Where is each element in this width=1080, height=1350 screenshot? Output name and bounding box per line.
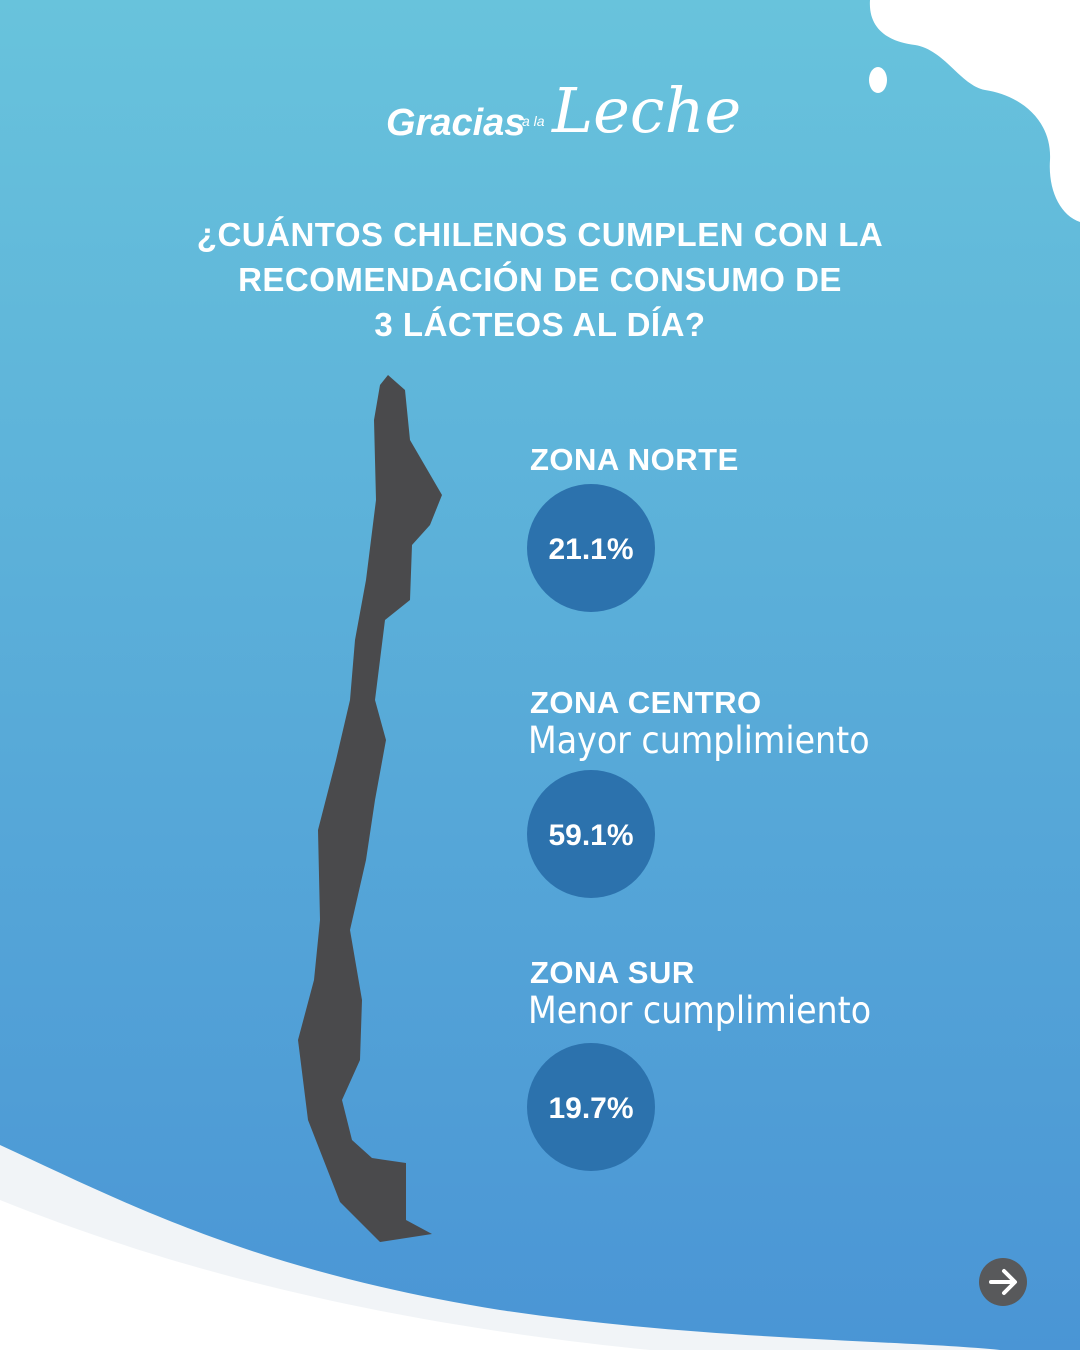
- title-line: ¿CUÁNTOS CHILENOS CUMPLEN CON LA: [197, 216, 883, 253]
- zone-name: ZONA NORTE: [530, 442, 739, 477]
- title-line: RECOMENDACIÓN DE CONSUMO DE: [238, 261, 842, 298]
- logo-text: Leche: [551, 74, 741, 147]
- title: ¿CUÁNTOS CHILENOS CUMPLEN CON LA RECOMEND…: [197, 216, 883, 343]
- zone-value: 21.1%: [548, 533, 633, 566]
- milk-splash: [869, 0, 1080, 222]
- logo-text: Gracias: [386, 102, 525, 144]
- zone-value: 19.7%: [548, 1092, 633, 1125]
- zone-subtitle: Menor cumplimiento: [528, 989, 871, 1032]
- zone-name: ZONA SUR: [530, 955, 695, 990]
- zone-value: 59.1%: [548, 819, 633, 852]
- value-circle: [527, 770, 655, 898]
- chile-map: [298, 375, 442, 1242]
- milk-wave: [0, 1200, 650, 1350]
- arrow-icon: [989, 1269, 1017, 1295]
- milk-drop: [869, 67, 887, 93]
- value-circle: [527, 1043, 655, 1171]
- logo-text: a la: [522, 113, 545, 129]
- zone-name: ZONA CENTRO: [530, 685, 762, 720]
- title-line: 3 LÁCTEOS AL DÍA?: [374, 306, 705, 343]
- zone-subtitle: Mayor cumplimiento: [528, 719, 870, 762]
- value-circle: [527, 484, 655, 612]
